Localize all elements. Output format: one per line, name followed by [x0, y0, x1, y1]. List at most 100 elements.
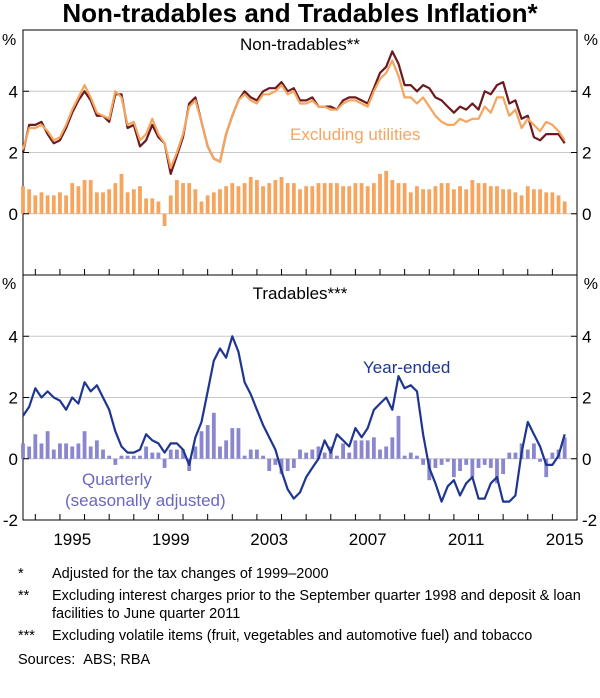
footnotes: * Adjusted for the tax changes of 1999–2…	[18, 565, 588, 669]
bar	[353, 183, 358, 214]
bar	[421, 458, 426, 465]
bar	[224, 440, 229, 459]
bar	[64, 443, 68, 459]
bar	[501, 189, 506, 214]
bar	[458, 186, 462, 214]
bar	[396, 183, 401, 214]
bar	[562, 201, 567, 214]
bar	[415, 186, 419, 214]
panel-title-non-tradables: Non-tradables**	[240, 35, 360, 54]
bar	[88, 446, 93, 459]
footnote: * Adjusted for the tax changes of 1999–2…	[18, 565, 588, 583]
bar	[156, 452, 161, 459]
bar	[82, 180, 87, 214]
footnote: *** Excluding volatile items (fruit, veg…	[18, 627, 588, 645]
bar	[359, 183, 364, 214]
sources: Sources: ABS; RBA	[18, 652, 151, 668]
bar	[107, 189, 112, 214]
bar	[138, 455, 142, 459]
bar	[285, 458, 290, 471]
annotation-seasonally-adjusted: (seasonally adjusted)	[65, 491, 226, 510]
bar	[421, 189, 426, 214]
bar	[371, 183, 376, 214]
bar	[550, 452, 555, 459]
bar	[131, 189, 136, 214]
bar	[291, 458, 296, 468]
bar	[495, 186, 499, 214]
bar	[162, 458, 167, 468]
bar	[255, 449, 259, 459]
bar	[76, 443, 81, 459]
bar	[27, 446, 32, 459]
bar	[230, 428, 235, 459]
bar	[310, 449, 315, 459]
bar	[378, 449, 382, 459]
bar	[310, 186, 315, 214]
bar	[230, 183, 235, 214]
bar	[365, 440, 370, 459]
y-tick-label-left: 0	[9, 205, 18, 224]
bar	[187, 183, 192, 214]
bar	[285, 183, 290, 214]
footnote-mark: ***	[18, 628, 35, 644]
bar	[476, 183, 481, 214]
bar	[538, 458, 542, 462]
bar	[507, 452, 512, 459]
bar	[384, 170, 389, 214]
x-tick-label: 1999	[152, 530, 190, 549]
bar	[341, 443, 345, 459]
y-tick-label-right: 2	[582, 389, 591, 408]
bar	[464, 189, 469, 214]
bar	[94, 192, 99, 214]
bar	[273, 458, 278, 465]
bar	[101, 192, 105, 214]
bar	[162, 213, 167, 226]
bar	[39, 192, 44, 214]
bar	[353, 440, 358, 459]
bar	[316, 446, 321, 459]
bar	[218, 446, 222, 459]
bar	[335, 455, 339, 459]
series-line	[22, 335, 566, 503]
bar	[402, 455, 407, 459]
bar	[211, 192, 216, 214]
bar	[33, 195, 38, 214]
annotation-year-ended: Year-ended	[363, 358, 450, 377]
bar	[174, 449, 179, 459]
footnote: ** Excluding interest charges prior to t…	[18, 587, 588, 623]
bar	[365, 186, 370, 214]
bar	[144, 198, 149, 214]
bar	[525, 449, 530, 459]
bar	[470, 458, 475, 478]
y-tick-label-left: 0	[9, 450, 18, 469]
bar	[544, 458, 549, 478]
series-line	[21, 50, 566, 175]
bar	[261, 455, 265, 459]
bar	[433, 458, 438, 468]
bar	[476, 458, 481, 468]
bar	[544, 192, 549, 214]
y-tick-label-left: 2	[9, 144, 18, 163]
chart: Non-tradables and Tradables Inflation* %…	[2, 0, 598, 549]
footnote-mark: *	[18, 566, 24, 582]
bar	[439, 183, 444, 214]
bar	[291, 183, 296, 214]
bar	[267, 183, 272, 214]
bar	[298, 189, 302, 214]
bar	[279, 458, 284, 475]
bar	[64, 195, 68, 214]
bar	[532, 189, 536, 214]
bar	[298, 449, 302, 459]
y-tick-label-right: 4	[582, 327, 591, 346]
bar	[562, 437, 567, 459]
bar	[304, 452, 309, 459]
footnote-text: Excluding interest charges prior to the …	[52, 588, 581, 622]
bar	[199, 431, 204, 459]
bar	[45, 195, 50, 214]
bar	[101, 449, 105, 459]
unit-label-bottom-right: %	[584, 276, 598, 293]
bar	[322, 452, 327, 459]
bar	[513, 192, 518, 214]
bar	[88, 180, 93, 214]
panel-title-tradables: Tradables***	[253, 284, 348, 303]
